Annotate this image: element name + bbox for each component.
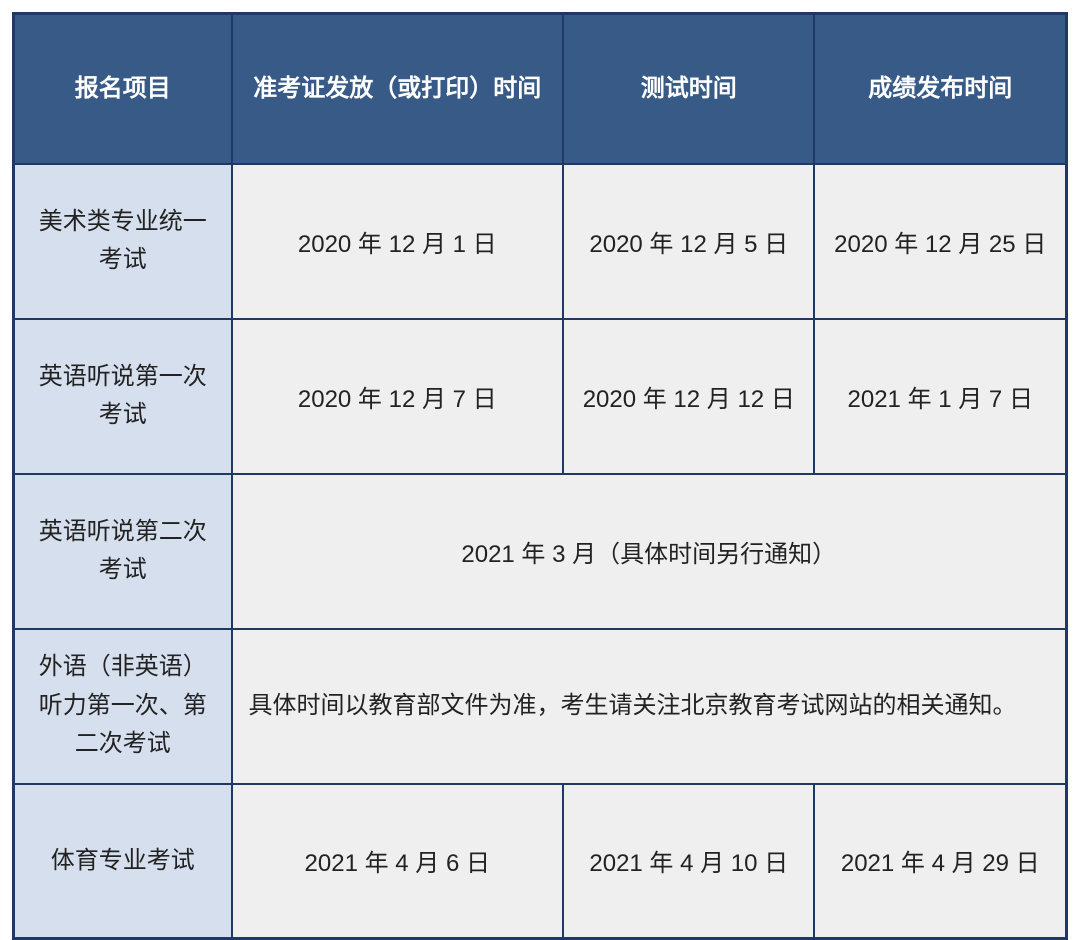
col-header-ticket: 准考证发放（或打印）时间 xyxy=(232,14,564,164)
col-header-item: 报名项目 xyxy=(14,14,232,164)
col-header-result: 成绩发布时间 xyxy=(814,14,1066,164)
table-row: 英语听说第一次考试 2020 年 12 月 7 日 2020 年 12 月 12… xyxy=(14,319,1067,474)
cell-test: 2020 年 12 月 12 日 xyxy=(563,319,814,474)
cell-ticket: 2020 年 12 月 7 日 xyxy=(232,319,564,474)
cell-ticket: 2021 年 4 月 6 日 xyxy=(232,784,564,939)
cell-test: 2021 年 4 月 10 日 xyxy=(563,784,814,939)
table-row: 外语（非英语）听力第一次、第二次考试 具体时间以教育部文件为准，考生请关注北京教… xyxy=(14,629,1067,784)
table-row: 英语听说第二次考试 2021 年 3 月（具体时间另行通知） xyxy=(14,474,1067,629)
row-label: 外语（非英语）听力第一次、第二次考试 xyxy=(14,629,232,784)
cell-test: 2020 年 12 月 5 日 xyxy=(563,164,814,319)
cell-result: 2020 年 12 月 25 日 xyxy=(814,164,1066,319)
cell-result: 2021 年 1 月 7 日 xyxy=(814,319,1066,474)
col-header-test: 测试时间 xyxy=(563,14,814,164)
table-row: 体育专业考试 2021 年 4 月 6 日 2021 年 4 月 10 日 20… xyxy=(14,784,1067,939)
cell-merged: 2021 年 3 月（具体时间另行通知） xyxy=(232,474,1067,629)
cell-result: 2021 年 4 月 29 日 xyxy=(814,784,1066,939)
row-label: 美术类专业统一考试 xyxy=(14,164,232,319)
row-label: 体育专业考试 xyxy=(14,784,232,939)
cell-merged: 具体时间以教育部文件为准，考生请关注北京教育考试网站的相关通知。 xyxy=(232,629,1067,784)
table-header-row: 报名项目 准考证发放（或打印）时间 测试时间 成绩发布时间 xyxy=(14,14,1067,164)
row-label: 英语听说第二次考试 xyxy=(14,474,232,629)
cell-ticket: 2020 年 12 月 1 日 xyxy=(232,164,564,319)
exam-schedule-table: 报名项目 准考证发放（或打印）时间 测试时间 成绩发布时间 美术类专业统一考试 … xyxy=(12,12,1068,940)
row-label: 英语听说第一次考试 xyxy=(14,319,232,474)
table-row: 美术类专业统一考试 2020 年 12 月 1 日 2020 年 12 月 5 … xyxy=(14,164,1067,319)
